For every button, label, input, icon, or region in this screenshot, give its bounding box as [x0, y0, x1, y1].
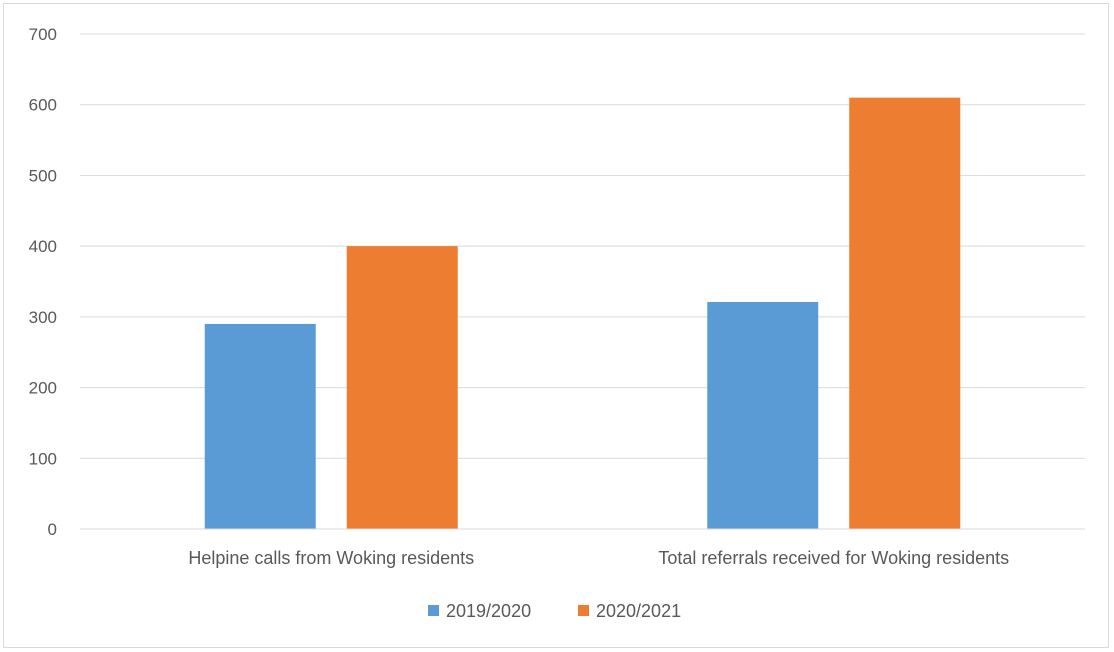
y-tick-label: 700	[29, 25, 57, 44]
y-tick-label: 300	[29, 308, 57, 327]
y-tick-label: 500	[29, 166, 57, 185]
bar-1-2	[707, 302, 819, 529]
legend: 2019/2020 2020/2021	[428, 601, 681, 621]
bar-1-1	[204, 323, 316, 529]
y-axis-ticks: 0 100 200 300 400 500 600 700	[29, 25, 57, 539]
legend-label: 2020/2021	[596, 601, 681, 621]
y-tick-label: 200	[29, 379, 57, 398]
category-labels: Helpine calls from Woking residents Total…	[188, 548, 1009, 568]
y-tick-label: 600	[29, 96, 57, 115]
category-label: Helpine calls from Woking residents	[188, 548, 474, 568]
y-tick-label: 0	[48, 520, 57, 539]
legend-swatch	[428, 605, 439, 616]
bar-2-2	[849, 97, 961, 530]
bars	[204, 97, 961, 530]
legend-swatch	[578, 605, 589, 616]
category-label: Total referrals received for Woking resi…	[658, 548, 1009, 568]
y-tick-label: 400	[29, 237, 57, 256]
legend-label: 2019/2020	[446, 601, 531, 621]
y-tick-label: 100	[29, 449, 57, 468]
bar-2-1	[346, 246, 458, 529]
